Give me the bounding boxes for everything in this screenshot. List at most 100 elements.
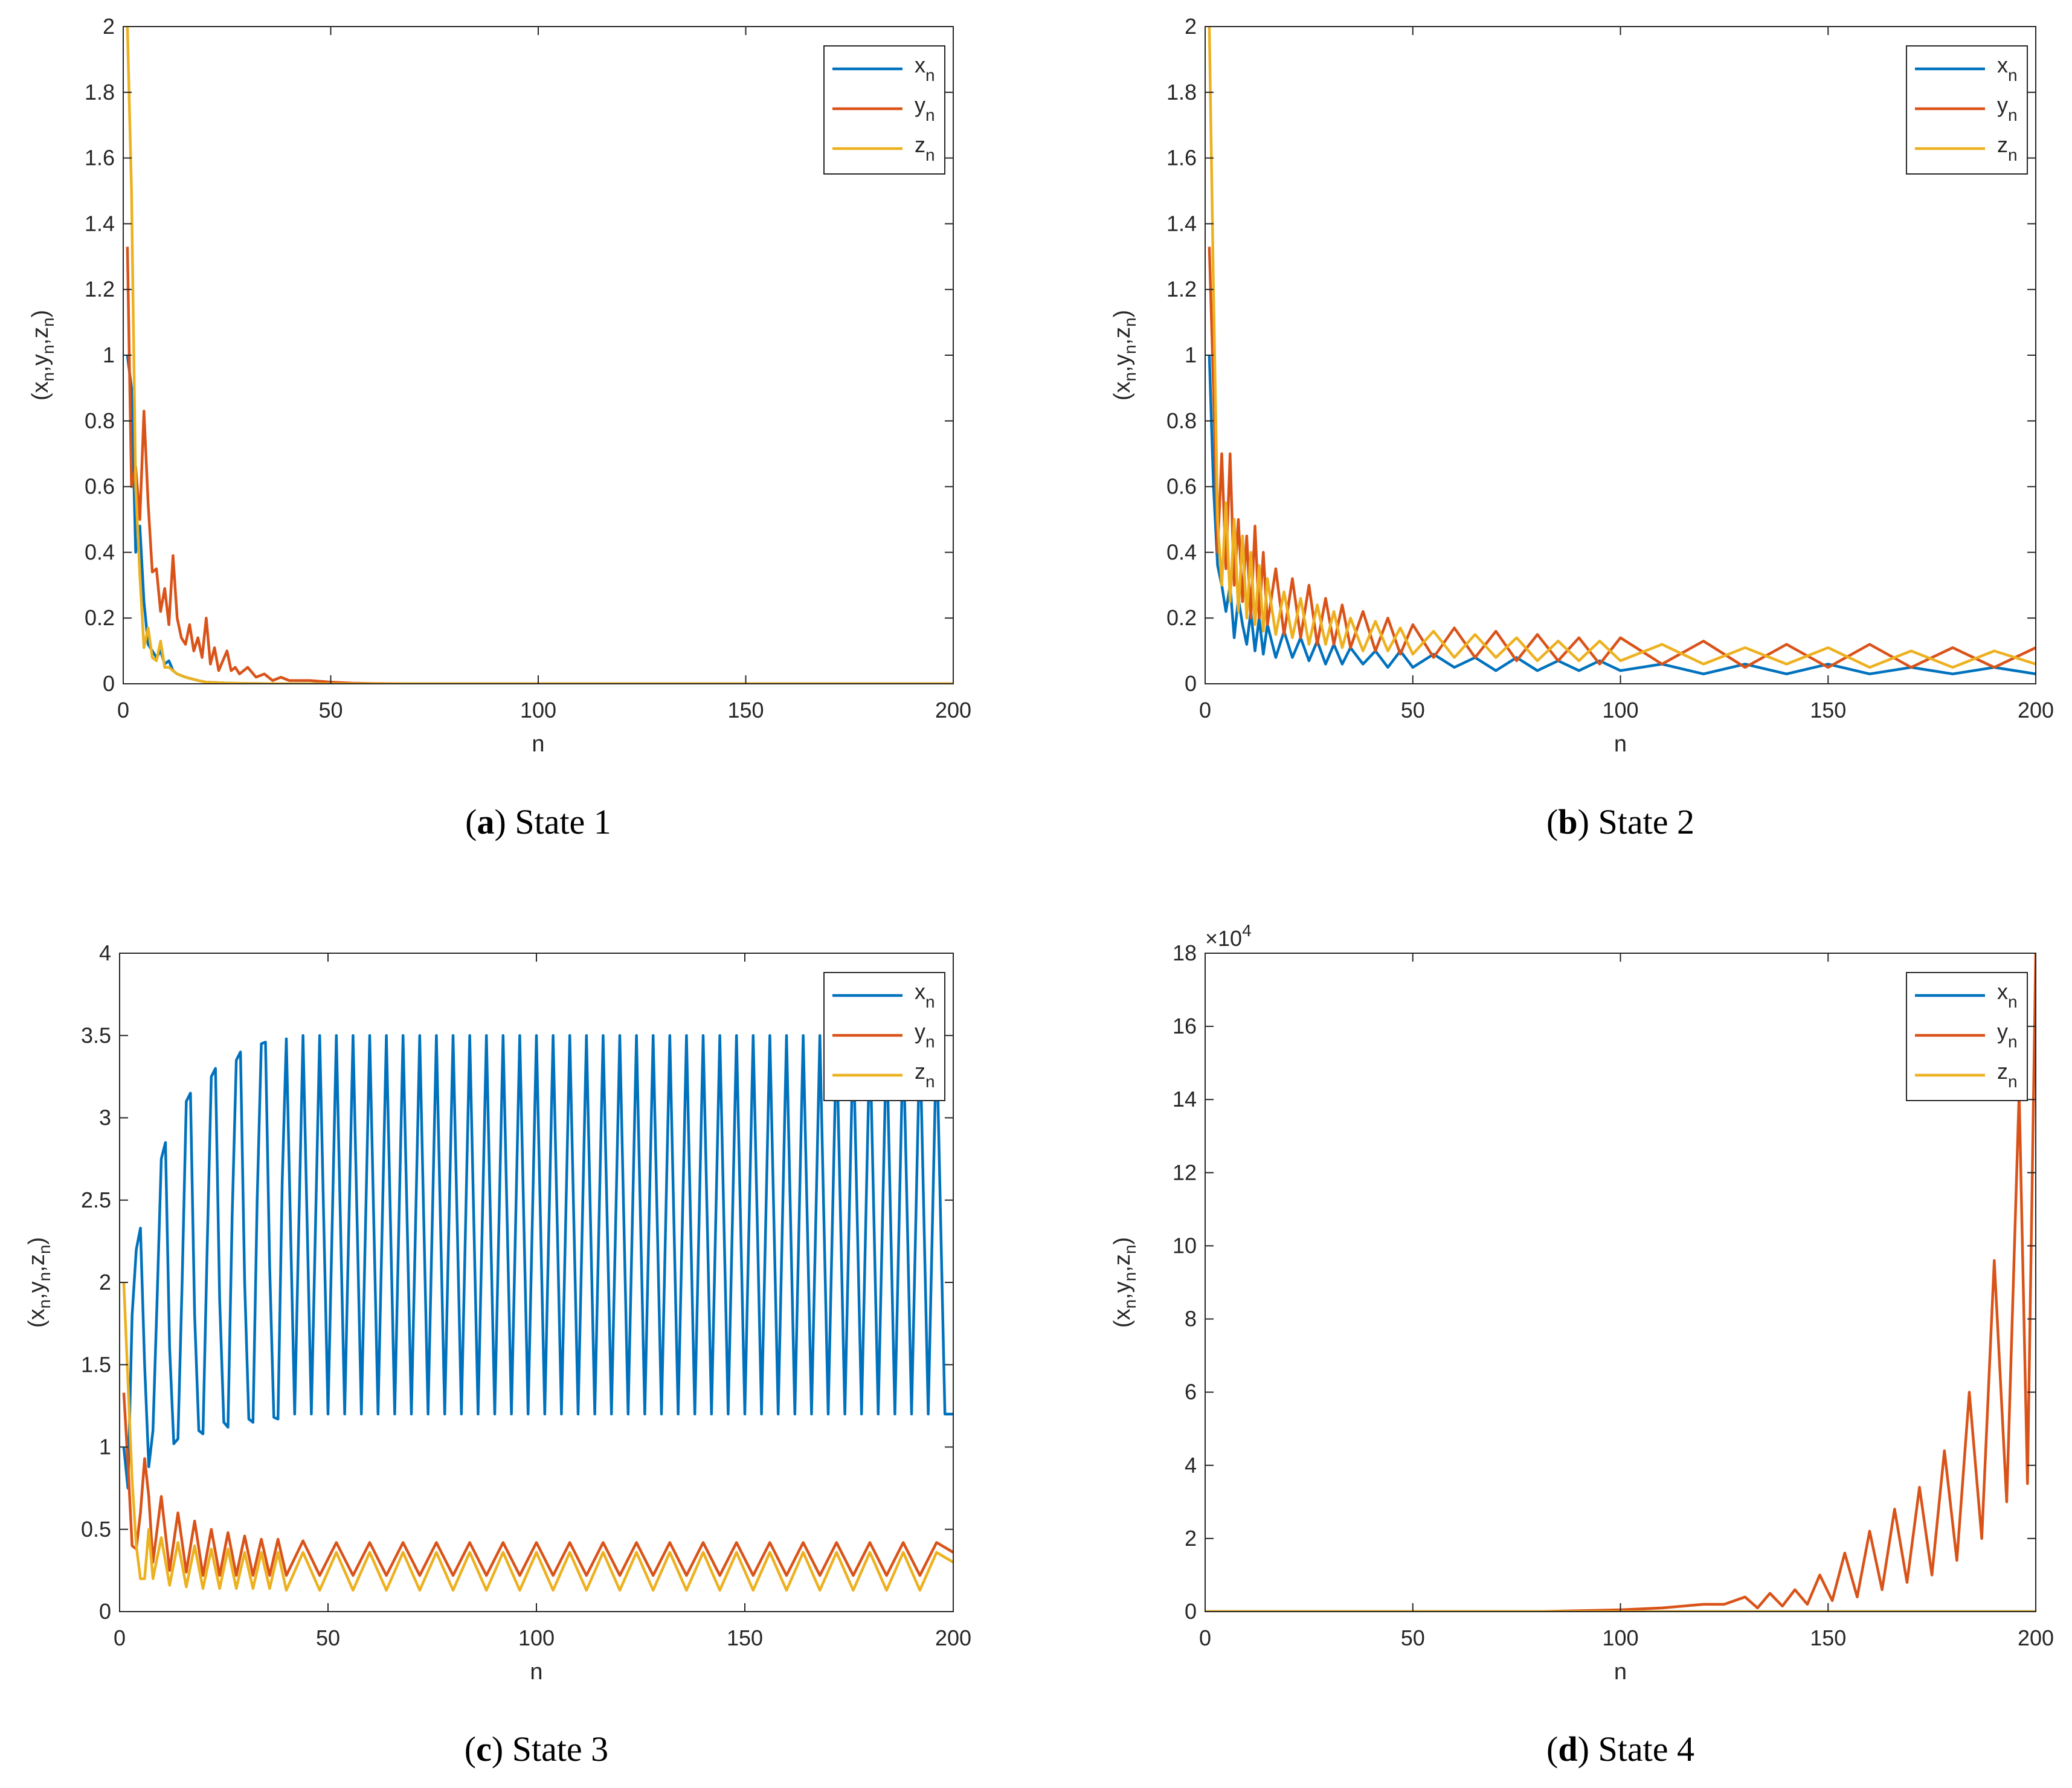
y-tick-label: 3 (99, 1105, 111, 1130)
legend-label-subscript: n (2008, 106, 2018, 124)
x-tick-label: 50 (1401, 698, 1425, 722)
y-tick-label: 1 (1185, 342, 1197, 367)
x-tick-label: 150 (727, 698, 764, 722)
legend-label-subscript: n (925, 1032, 935, 1051)
panel-b: 0 50 100 150 200 0 0.2 0.4 0.6 0.8 1 1.2 1.4 1.6 1.8 2 n… (1110, 14, 2054, 841)
series-line-xn (1208, 355, 2036, 675)
legend-label-subscript: n (925, 106, 935, 124)
y-tick-label: 2 (1185, 14, 1197, 39)
x-axis-label: n (530, 1659, 542, 1685)
legend-label-base: x (915, 53, 925, 77)
x-tick-label: 200 (935, 1626, 971, 1650)
caption-title: State 3 (512, 1729, 608, 1769)
y-axis-label: (xn,yn,zn) (1110, 310, 1139, 400)
x-tick-label: 100 (1602, 1626, 1638, 1650)
y-label-subscript: n (35, 1272, 54, 1282)
legend-label-base: y (1997, 92, 2008, 117)
legend-label-base: x (1997, 53, 2008, 77)
y-tick-label: 1.2 (1166, 277, 1197, 301)
caption-open-paren: ( (465, 802, 477, 841)
legend-label-base: y (915, 92, 925, 117)
legend-label-y: yn (915, 92, 935, 124)
y-tick-label: 1 (99, 1435, 111, 1459)
series-line-zn (122, 1282, 953, 1592)
y-tick-label: 0.5 (81, 1517, 111, 1542)
legend-label-base: z (1997, 1059, 2008, 1084)
series-line-yn (1208, 246, 2036, 669)
y-tick-label: 8 (1185, 1307, 1197, 1331)
legend-label-base: z (915, 1059, 925, 1084)
y-label-part: (x (1110, 381, 1135, 400)
x-tick-label: 50 (1401, 1626, 1425, 1650)
series-line-yn (126, 246, 953, 684)
y-tick-label: 0.8 (1166, 408, 1197, 433)
panel-caption: (d) State 4 (1546, 1729, 1694, 1769)
y-tick-label: 0.2 (1166, 605, 1197, 630)
y-tick-label: 0.4 (85, 539, 115, 564)
series-line-zn (1208, 27, 2036, 669)
y-label-subscript: n (1121, 1299, 1139, 1309)
y-tick-label: 3.5 (81, 1023, 111, 1047)
y-label-subscript: n (1121, 318, 1139, 327)
y-tick-label: 0.6 (85, 474, 115, 499)
x-tick-label: 0 (1199, 1626, 1211, 1650)
legend-label-z: zn (1997, 1059, 2018, 1091)
y-tick-label: 0 (99, 1599, 111, 1624)
legend-label-base: z (915, 132, 925, 157)
caption-open-paren: ( (465, 1729, 476, 1769)
y-label-subscript: n (1121, 372, 1139, 382)
x-tick-label: 100 (518, 1626, 555, 1650)
y-tick-label: 16 (1173, 1014, 1197, 1038)
series-line-yn (1205, 953, 2036, 1612)
legend-label-subscript: n (2008, 66, 2018, 85)
legend-label-subscript: n (2008, 146, 2018, 164)
y-label-part: ,y (1110, 1281, 1135, 1299)
y-tick-label: 1.5 (81, 1352, 111, 1377)
legend-label-x: xn (915, 979, 935, 1011)
x-tick-label: 100 (1602, 698, 1638, 722)
legend-label-base: x (1997, 979, 2008, 1004)
legend-label-z: zn (915, 1059, 935, 1091)
panel-d: 0 50 100 150 200024681012141618×104n(xn,yn,z… (1110, 921, 2054, 1769)
y-exponent-base: ×10 (1205, 926, 1242, 951)
x-tick-label: 0 (1199, 698, 1211, 722)
legend-label-subscript: n (2008, 992, 2018, 1011)
legend-label-base: x (915, 979, 925, 1004)
y-tick-label: 1 (103, 342, 115, 367)
legend-label-subscript: n (2008, 1072, 2018, 1091)
caption-letter: d (1558, 1729, 1577, 1769)
legend-label-x: xn (1997, 979, 2018, 1011)
y-label-subscript: n (39, 318, 57, 327)
y-label-part: ,z (1110, 1254, 1135, 1272)
legend-label-subscript: n (2008, 1032, 2018, 1051)
y-tick-label: 18 (1173, 941, 1197, 965)
y-axis-label: (xn,yn,zn) (24, 1237, 54, 1328)
plot-area (1205, 953, 2036, 1612)
y-tick-label: 0 (1185, 1599, 1197, 1624)
y-tick-label: 2.5 (81, 1188, 111, 1212)
x-tick-label: 100 (520, 698, 556, 722)
panel-a: 0 50 100 150 200 0 0.2 0.4 0.6 0.8 1 1.2 1.4 1.6 1.8 2 n… (28, 14, 971, 841)
y-label-part: ) (28, 310, 53, 318)
y-label-part: (x (24, 1308, 50, 1328)
legend-label-y: yn (1997, 92, 2018, 124)
y-label-part: ,y (1110, 354, 1135, 372)
x-tick-label: 200 (935, 698, 971, 722)
caption-open-paren: ( (1546, 1729, 1558, 1769)
caption-letter: a (477, 802, 495, 841)
legend-label-x: xn (1997, 53, 2018, 85)
y-axis-label: (xn,yn,zn) (1110, 1237, 1139, 1328)
caption-title: State 2 (1598, 802, 1694, 841)
legend-label-z: zn (915, 132, 935, 164)
caption-letter: b (1558, 802, 1577, 841)
y-exponent-power: 4 (1242, 921, 1252, 940)
legend-label-base: y (1997, 1019, 2008, 1044)
x-axis-label: n (1614, 732, 1627, 757)
y-label-part: ) (1110, 310, 1135, 318)
y-tick-label: 1.8 (1166, 80, 1197, 105)
panel-c: 0 50 100 150 20000.511.522.533.54n(xn,yn,zn)… (24, 941, 971, 1769)
y-label-part: ) (24, 1237, 50, 1245)
